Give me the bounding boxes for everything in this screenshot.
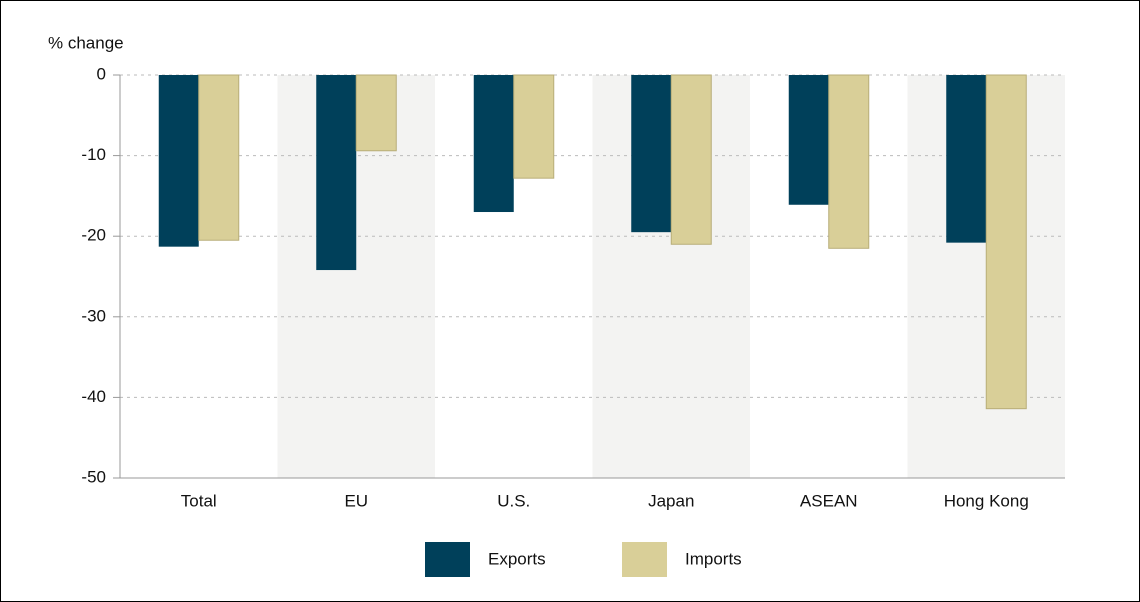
y-axis-label: % change [48,33,124,52]
bar [946,75,987,243]
bar [985,74,1027,410]
bar [316,75,357,271]
bar [355,74,397,152]
y-tick-label: -10 [81,145,106,164]
x-tick-label: ASEAN [800,491,858,510]
bar [513,74,555,179]
bar [473,75,514,213]
x-tick-label: Japan [648,491,694,510]
legend-swatch [622,542,667,577]
x-tick-label: Hong Kong [944,491,1029,510]
bar [828,74,870,249]
legend-label: Exports [488,549,546,568]
bar [198,74,240,241]
x-tick-label: EU [344,491,368,510]
y-tick-label: -30 [81,306,106,325]
x-tick-label: U.S. [497,491,530,510]
bar [670,74,712,245]
bar [158,75,199,247]
y-tick-label: 0 [97,64,106,83]
legend-label: Imports [685,549,742,568]
legend-swatch [425,542,470,577]
bar [788,75,829,205]
y-tick-label: -40 [81,387,106,406]
x-tick-label: Total [181,491,217,510]
bar [631,75,672,233]
y-tick-label: -20 [81,226,106,245]
y-tick-label: -50 [81,467,106,486]
